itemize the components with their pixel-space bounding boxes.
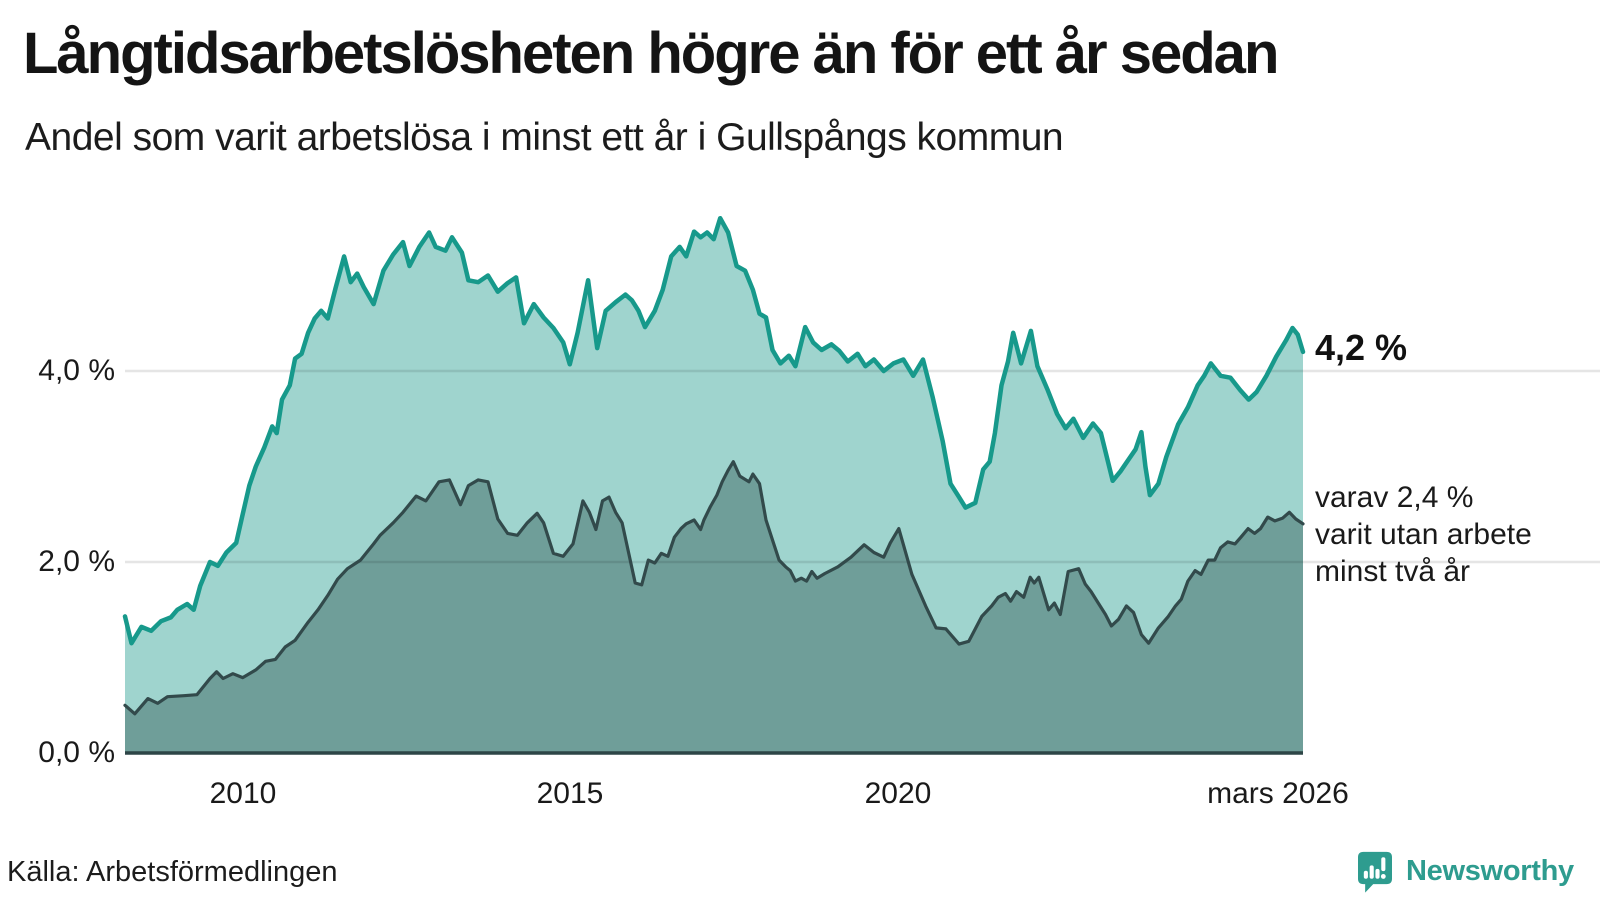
source-note: Källa: Arbetsförmedlingen [7, 856, 338, 888]
two-year-annotation: varav 2,4 % varit utan arbete minst två … [1315, 479, 1600, 590]
two-year-annotation-line3: minst två år [1315, 555, 1471, 588]
newsworthy-wordmark: Newsworthy [1406, 855, 1574, 887]
chart-subtitle: Andel som varit arbetslösa i minst ett å… [25, 116, 1064, 159]
two-year-annotation-line2: varit utan arbete [1315, 518, 1532, 551]
page-title: Långtidsarbetslösheten högre än för ett … [23, 21, 1279, 86]
y-axis-tick-0: 0,0 % [38, 736, 115, 769]
x-axis-tick-2020: 2020 [864, 777, 932, 810]
y-axis-tick-2: 2,0 % [38, 545, 115, 578]
series-line-0 [122, 215, 1306, 646]
x-axis-tick-2010: 2010 [209, 777, 277, 810]
series-line-1 [123, 460, 1305, 716]
two-year-annotation-line1: varav 2,4 % [1315, 481, 1474, 514]
newsworthy-logo: Newsworthy [1358, 851, 1574, 897]
area-fill-1 [125, 461, 1303, 753]
x-axis-tick-2015: 2015 [536, 777, 604, 810]
x-axis-tick-mars-2026: mars 2026 [1207, 777, 1349, 810]
newsworthy-bubble-icon [1358, 851, 1392, 893]
latest-value-label: 4,2 % [1315, 327, 1408, 368]
y-axis-tick-4: 4,0 % [38, 354, 115, 387]
